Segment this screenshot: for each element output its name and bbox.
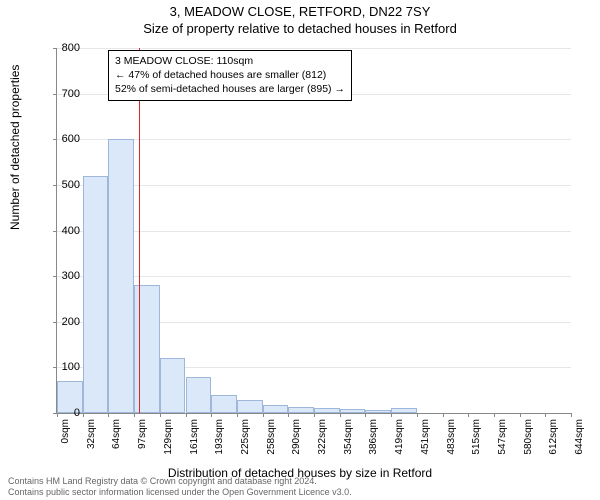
x-tick-label: 258sqm — [266, 419, 277, 455]
x-tick-mark — [468, 413, 469, 417]
info-box: 3 MEADOW CLOSE: 110sqm ← 47% of detached… — [108, 50, 352, 101]
x-tick-mark — [545, 413, 546, 417]
x-tick-label: 419sqm — [394, 419, 405, 455]
histogram-bar — [237, 400, 263, 413]
x-tick-label: 32sqm — [86, 419, 97, 449]
x-tick-label: 547sqm — [497, 419, 508, 455]
x-tick-label: 451sqm — [420, 419, 431, 455]
info-box-line2: ← 47% of detached houses are smaller (81… — [115, 68, 345, 82]
x-tick-mark — [263, 413, 264, 417]
histogram-bar — [160, 358, 186, 413]
y-tick-label: 200 — [50, 316, 80, 328]
histogram-bar — [211, 395, 237, 413]
x-tick-mark — [237, 413, 238, 417]
x-tick-mark — [571, 413, 572, 417]
y-tick-label: 400 — [50, 225, 80, 237]
x-tick-label: 161sqm — [189, 419, 200, 455]
chart-title-address: 3, MEADOW CLOSE, RETFORD, DN22 7SY — [0, 0, 600, 19]
y-tick-label: 300 — [50, 270, 80, 282]
gridline — [57, 139, 571, 140]
x-tick-label: 0sqm — [60, 419, 71, 443]
x-tick-label: 386sqm — [368, 419, 379, 455]
histogram-bar — [134, 285, 160, 413]
x-tick-mark — [391, 413, 392, 417]
x-tick-label: 129sqm — [163, 419, 174, 455]
y-tick-label: 800 — [50, 42, 80, 54]
x-tick-mark — [417, 413, 418, 417]
x-tick-label: 580sqm — [523, 419, 534, 455]
info-box-line3: 52% of semi-detached houses are larger (… — [115, 82, 345, 96]
x-tick-label: 644sqm — [574, 419, 585, 455]
gridline — [57, 48, 571, 49]
x-tick-mark — [443, 413, 444, 417]
x-tick-mark — [288, 413, 289, 417]
x-tick-mark — [314, 413, 315, 417]
x-tick-mark — [365, 413, 366, 417]
x-tick-mark — [520, 413, 521, 417]
footer-line1: Contains HM Land Registry data © Crown c… — [8, 476, 352, 487]
histogram-bar — [108, 139, 134, 413]
gridline — [57, 276, 571, 277]
x-tick-mark — [186, 413, 187, 417]
x-tick-label: 322sqm — [317, 419, 328, 455]
histogram-bar — [340, 409, 366, 413]
x-tick-mark — [134, 413, 135, 417]
histogram-bar — [83, 176, 109, 413]
y-axis-label: Number of detached properties — [8, 65, 22, 230]
x-tick-mark — [160, 413, 161, 417]
y-tick-label: 700 — [50, 88, 80, 100]
x-tick-mark — [83, 413, 84, 417]
x-tick-label: 97sqm — [137, 419, 148, 449]
y-tick-label: 100 — [50, 361, 80, 373]
histogram-bar — [365, 410, 391, 413]
x-tick-label: 483sqm — [446, 419, 457, 455]
histogram-bar — [288, 407, 314, 413]
x-tick-label: 64sqm — [111, 419, 122, 449]
histogram-bar — [391, 408, 417, 413]
x-tick-label: 193sqm — [214, 419, 225, 455]
histogram-plot — [56, 48, 571, 414]
footer-line2: Contains public sector information licen… — [8, 487, 352, 498]
gridline — [57, 185, 571, 186]
x-tick-mark — [108, 413, 109, 417]
histogram-bar — [263, 405, 289, 413]
histogram-bar — [314, 408, 340, 413]
x-tick-mark — [211, 413, 212, 417]
x-tick-label: 225sqm — [240, 419, 251, 455]
x-tick-label: 612sqm — [548, 419, 559, 455]
y-tick-label: 0 — [50, 407, 80, 419]
gridline — [57, 231, 571, 232]
info-box-line1: 3 MEADOW CLOSE: 110sqm — [115, 54, 345, 68]
x-tick-mark — [340, 413, 341, 417]
x-tick-label: 290sqm — [291, 419, 302, 455]
x-tick-label: 354sqm — [343, 419, 354, 455]
marker-line — [139, 48, 140, 413]
chart-title-subtitle: Size of property relative to detached ho… — [0, 19, 600, 36]
y-tick-label: 600 — [50, 133, 80, 145]
x-tick-mark — [494, 413, 495, 417]
x-tick-label: 515sqm — [471, 419, 482, 455]
chart-area — [56, 48, 570, 413]
y-tick-label: 500 — [50, 179, 80, 191]
footer: Contains HM Land Registry data © Crown c… — [8, 476, 352, 498]
histogram-bar — [186, 377, 212, 413]
